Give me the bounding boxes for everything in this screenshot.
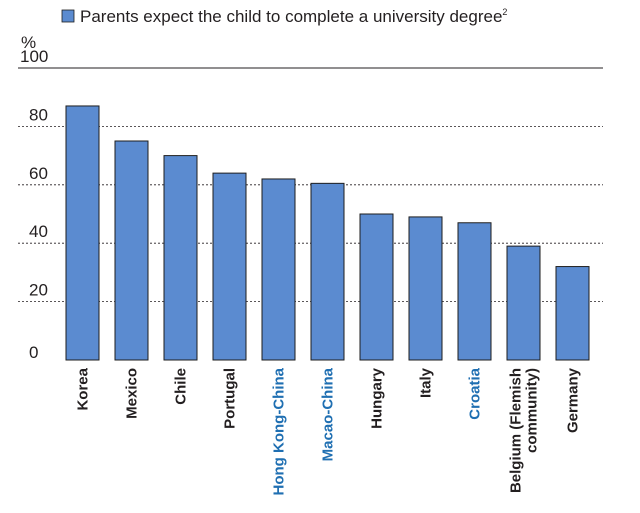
x-tick-labels: Korea Mexico Chile Portugal Hong Kong-China M…	[75, 367, 582, 495]
y-tick-0: 0	[29, 343, 38, 362]
bar-chile	[163, 155, 198, 361]
y-tick-40: 40	[29, 222, 48, 241]
legend: Parents expect the child to complete a u…	[61, 7, 507, 26]
bar-korea	[65, 105, 100, 361]
bar-belgium-flemish-community	[506, 245, 541, 361]
x-label-portugal: Portugal	[222, 368, 239, 429]
y-axis-unit: %	[21, 33, 36, 52]
bar-mexico	[114, 140, 149, 361]
y-tick-80: 80	[29, 105, 48, 124]
bars	[65, 105, 590, 361]
bar-macao-china	[310, 182, 345, 361]
x-label-belgium-flemish-community: Belgium (Flemishcommunity)	[508, 368, 541, 493]
x-label-germany: Germany	[565, 367, 582, 433]
x-label-macao-china: Macao-China	[320, 367, 337, 461]
x-label-korea: Korea	[75, 367, 92, 410]
bar-germany	[555, 266, 590, 361]
x-label-italy: Italy	[418, 367, 435, 398]
y-tick-20: 20	[29, 281, 48, 300]
y-tick-60: 60	[29, 164, 48, 183]
bar-portugal	[212, 172, 247, 361]
x-label-chile: Chile	[173, 368, 190, 405]
x-label-hungary: Hungary	[369, 367, 386, 429]
x-label-hong-kong-china: Hong Kong-China	[271, 367, 288, 495]
bar-italy	[408, 216, 443, 361]
legend-label: Parents expect the child to complete a u…	[80, 7, 507, 26]
x-label-mexico: Mexico	[124, 368, 141, 419]
y-tick-labels: 0 20 40 60 80 100	[20, 47, 48, 362]
legend-swatch	[61, 9, 75, 23]
bar-hong-kong-china	[261, 178, 296, 361]
x-label-croatia: Croatia	[467, 367, 484, 419]
bar-hungary	[359, 213, 394, 361]
bar-croatia	[457, 222, 492, 361]
y-tick-100: 100	[20, 47, 48, 66]
